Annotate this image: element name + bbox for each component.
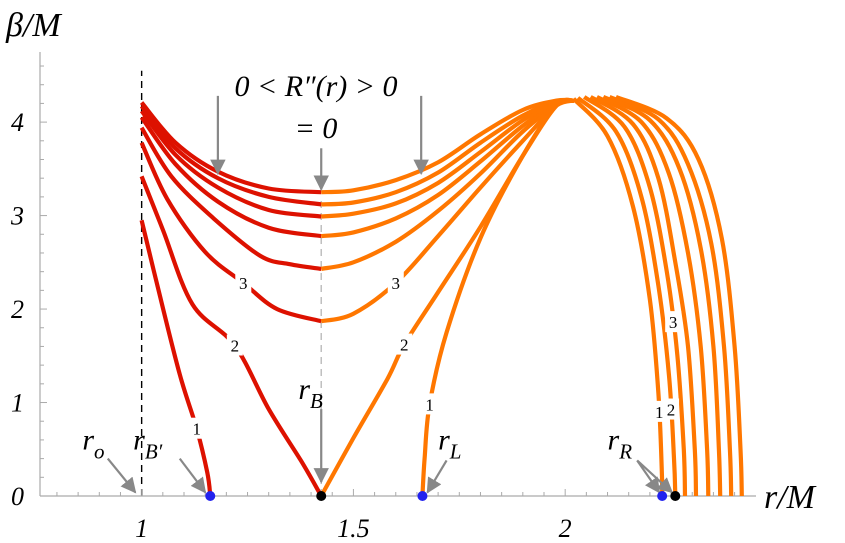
curve-label-bg [387,271,404,293]
orange-curve-22 [602,94,723,497]
point-marker-5 [670,491,681,501]
red-curve-1 [139,219,213,497]
point-marker-1 [205,491,216,501]
curve-label-bg [396,333,413,355]
annotation-rr: rR [608,423,633,463]
curve-label-bg [235,271,252,293]
annotation-rl: rL [438,423,461,463]
annotation-arrow-rr [636,459,661,494]
y-tick-label: 4 [11,108,24,137]
curve-label-bg [226,334,243,356]
orange-curve-10 [319,97,575,498]
annotation-arrow-rl [426,459,448,494]
condition-label-top: 0 < R″(r) > 0 [235,70,398,103]
red-curve-4 [139,126,322,271]
curve-label: 1 [655,403,664,422]
annotation-arrow-rr-2 [636,459,674,494]
curve-label-bg [665,311,682,333]
y-axis-title: β/M [5,7,62,44]
curve-label-bg [188,417,205,439]
curve-label: 2 [231,337,240,356]
x-tick-label: 1.5 [337,514,370,543]
orange-curve-24 [615,94,744,497]
red-curve-6 [139,109,322,219]
x-tick-label: 2 [559,514,572,543]
orange-curve-18 [576,96,678,497]
annotation-ro: ro [82,423,104,463]
point-marker-2 [316,491,327,501]
curve-label-bg [663,398,680,420]
annotation-rb: rB [298,373,323,413]
annotation-arrow-rbp [178,457,207,494]
annotation-arrow-ro [106,457,137,494]
y-tick-label: 0 [11,482,24,511]
point-marker-3 [417,491,428,501]
curve-label-bg [421,393,438,415]
curve-label: 3 [669,313,678,332]
annotation-rbp: rB′ [133,423,163,463]
curve-label: 1 [192,420,201,439]
red-curve-7 [139,104,322,207]
orange-curve-17 [572,97,665,497]
curve-label: 3 [239,274,248,293]
point-marker-4 [657,491,668,501]
y-tick-label: 1 [11,389,24,418]
x-tick-label: 1 [135,514,148,543]
y-tick-label: 3 [10,202,24,231]
curve-label: 2 [400,336,409,355]
orange-curve-16 [321,97,574,195]
curve-label: 2 [667,401,676,420]
orange-curve-23 [608,94,734,497]
condition-label-bottom: = 0 [295,112,338,145]
orange-curve-21 [595,95,711,497]
red-curve-5 [139,116,322,239]
orange-curve-19 [582,95,688,497]
red-curve-3 [139,141,322,324]
curve-label: 1 [425,395,434,414]
y-tick-label: 2 [11,295,24,324]
curve-label: 3 [392,274,401,293]
x-axis-title: r/M [764,479,817,516]
orange-curve-20 [589,95,699,497]
